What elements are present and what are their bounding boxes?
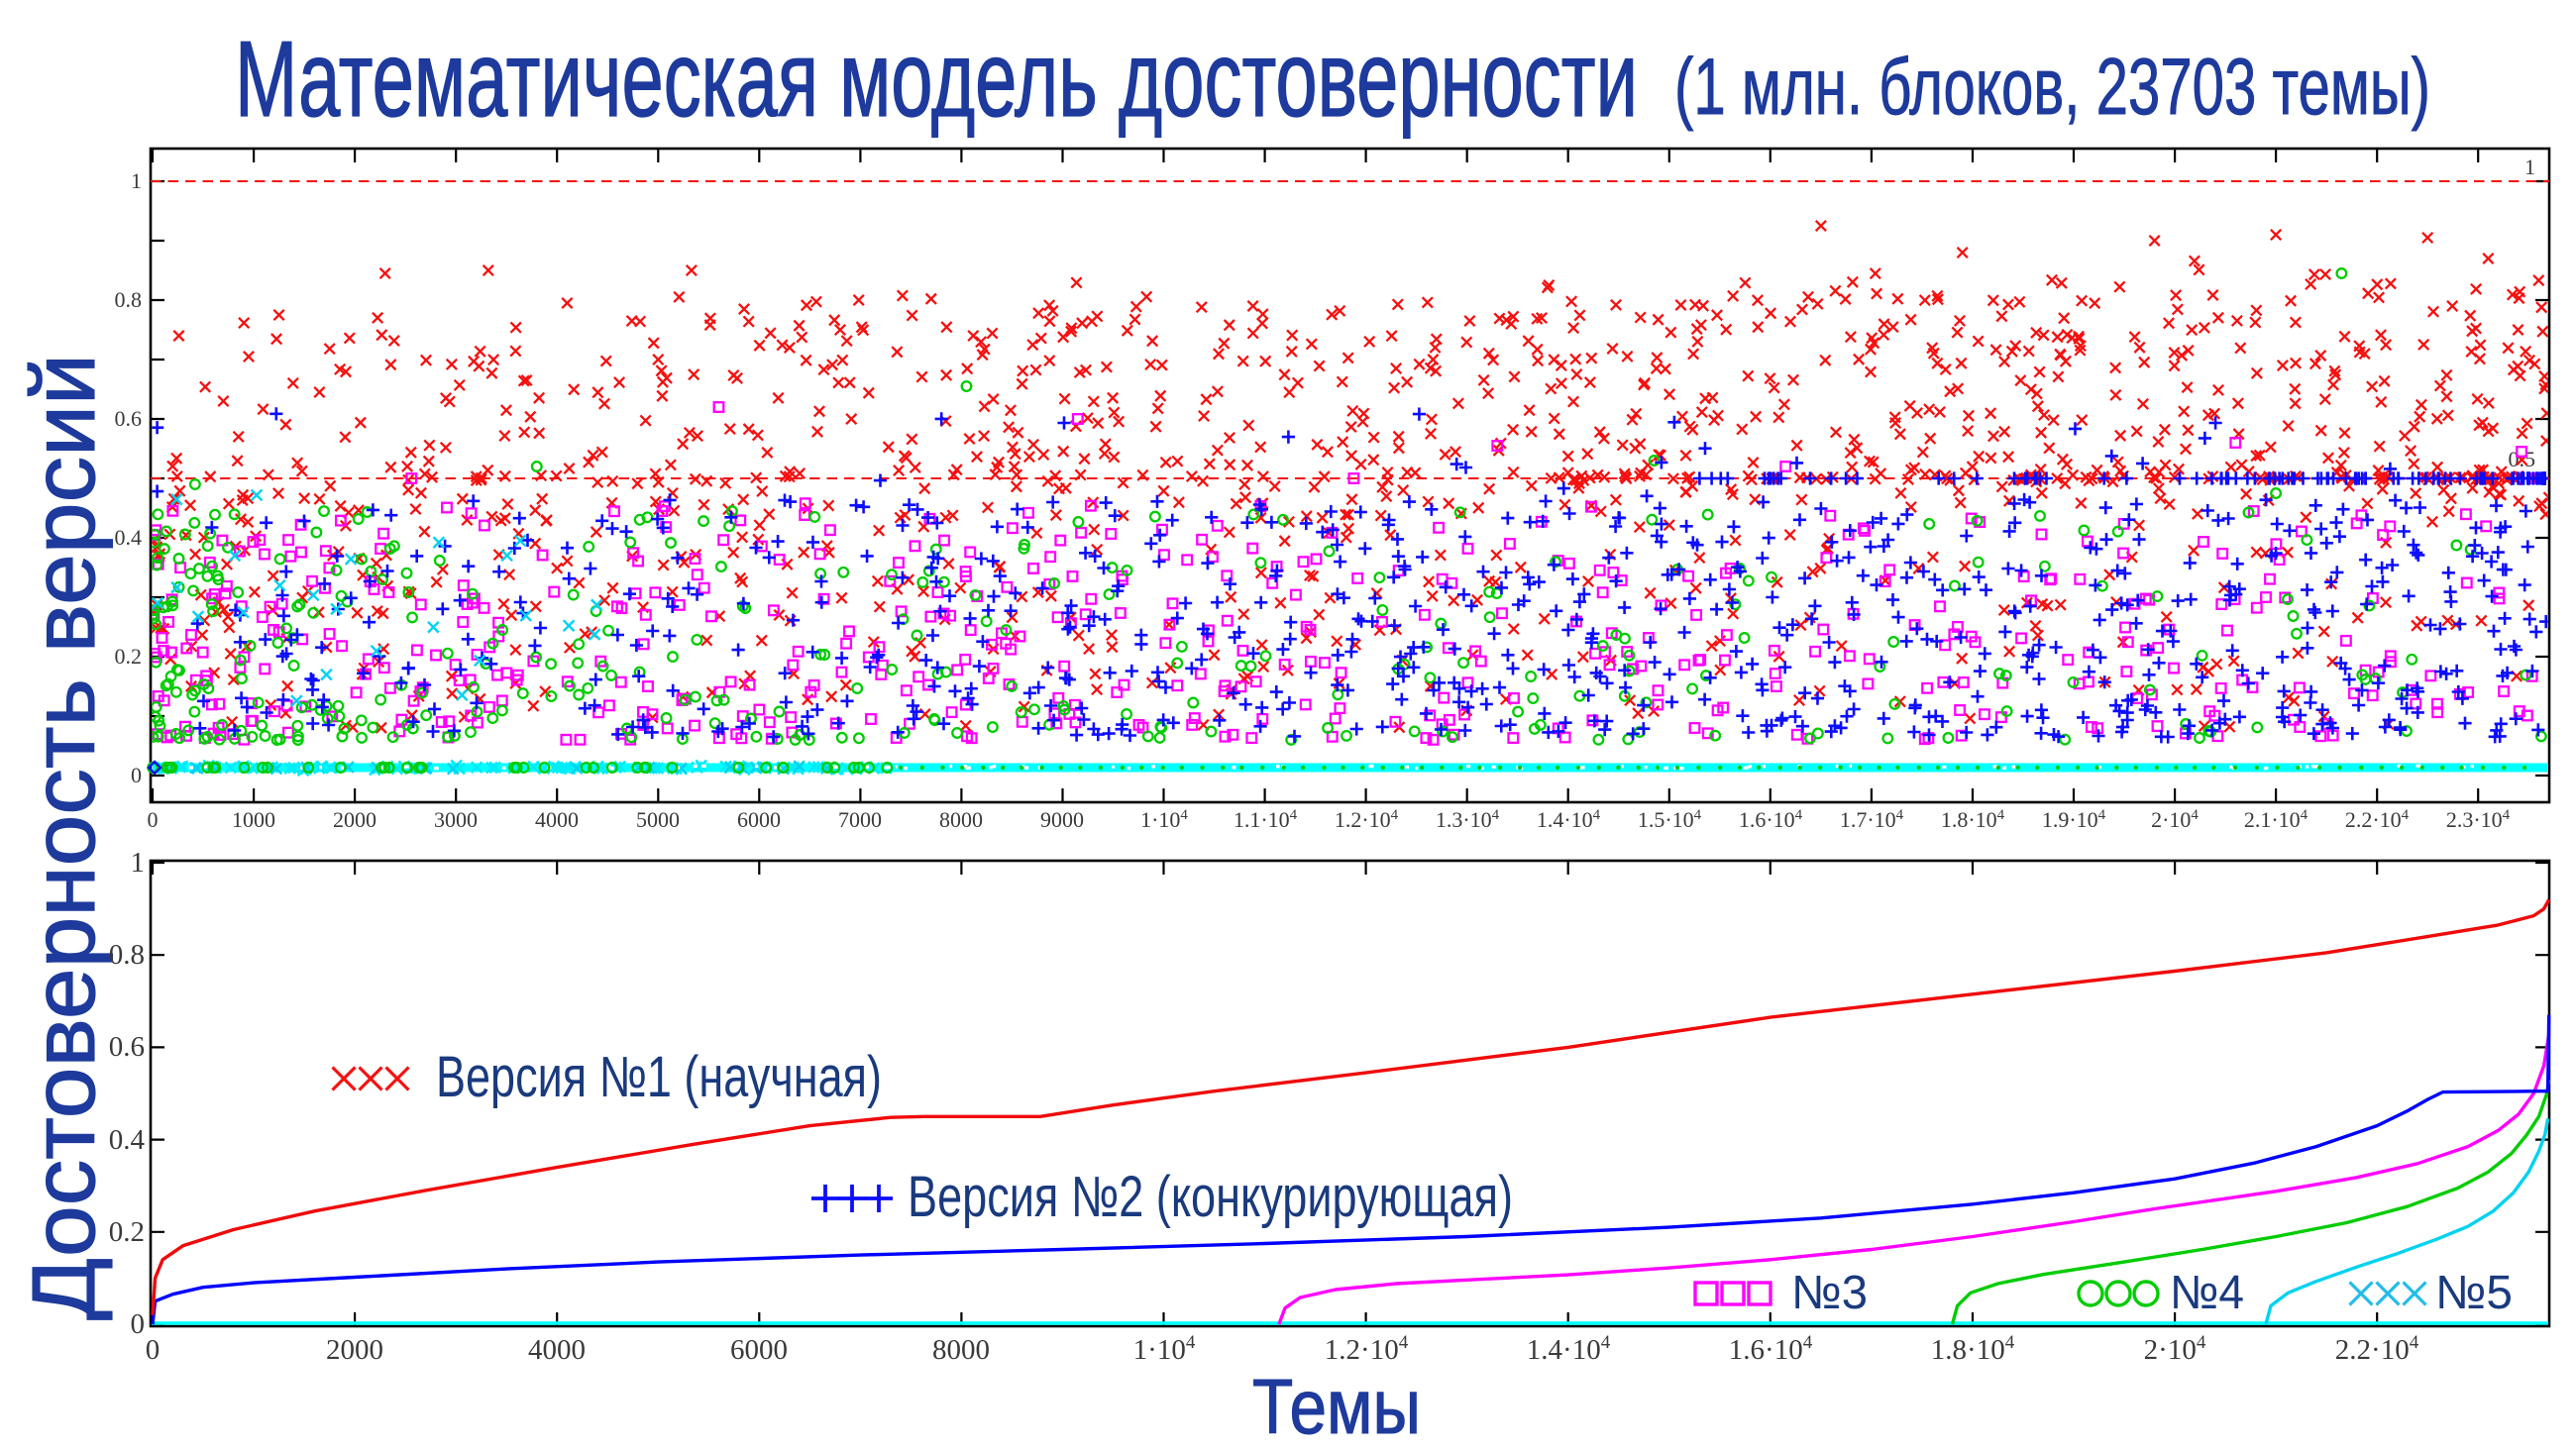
- svg-text:(1 млн. блоков, 23703 темы): (1 млн. блоков, 23703 темы): [1674, 43, 2430, 132]
- svg-text:№3: №3: [1791, 1267, 1868, 1319]
- svg-text:1.9·104: 1.9·104: [2042, 807, 2106, 832]
- svg-text:2.2·104: 2.2·104: [2335, 1332, 2419, 1366]
- svg-text:2.1·104: 2.1·104: [2244, 807, 2308, 832]
- svg-text:2.3·104: 2.3·104: [2446, 807, 2511, 832]
- svg-text:1.2·104: 1.2·104: [1335, 807, 1399, 832]
- svg-text:0: 0: [148, 807, 159, 832]
- svg-text:1.1·104: 1.1·104: [1234, 807, 1298, 832]
- svg-text:1.6·104: 1.6·104: [1739, 807, 1803, 832]
- svg-text:0.4: 0.4: [109, 1124, 146, 1156]
- svg-text:1.6·104: 1.6·104: [1729, 1332, 1813, 1366]
- svg-text:1.4·104: 1.4·104: [1537, 807, 1601, 832]
- svg-text:0.8: 0.8: [115, 287, 143, 312]
- svg-text:0.6: 0.6: [115, 406, 143, 431]
- svg-text:1: 1: [131, 847, 146, 879]
- svg-text:4000: 4000: [528, 1334, 586, 1366]
- svg-text:1.2·104: 1.2·104: [1325, 1332, 1409, 1366]
- svg-text:1: 1: [131, 168, 142, 193]
- svg-text:Темы: Темы: [1252, 1363, 1421, 1450]
- svg-text:0.2: 0.2: [109, 1216, 145, 1248]
- svg-text:9000: 9000: [1040, 807, 1084, 832]
- svg-text:2·104: 2·104: [2151, 807, 2199, 832]
- svg-text:2000: 2000: [333, 807, 376, 832]
- svg-text:7000: 7000: [838, 807, 882, 832]
- svg-text:№4: №4: [2170, 1267, 2244, 1319]
- svg-text:1·104: 1·104: [1140, 807, 1188, 832]
- svg-text:№5: №5: [2435, 1267, 2513, 1319]
- svg-text:1.7·104: 1.7·104: [1840, 807, 1904, 832]
- svg-text:Версия №1 (научная): Версия №1 (научная): [436, 1045, 882, 1109]
- svg-text:2000: 2000: [326, 1334, 383, 1366]
- svg-text:1.4·104: 1.4·104: [1527, 1332, 1611, 1366]
- svg-text:Математическая модель достовер: Математическая модель достоверности: [235, 19, 1638, 140]
- svg-text:Версия №2 (конкурирующая): Версия №2 (конкурирующая): [908, 1165, 1513, 1229]
- svg-text:Достоверность версий: Достоверность версий: [15, 354, 114, 1320]
- svg-text:6000: 6000: [737, 807, 781, 832]
- svg-text:0: 0: [146, 1334, 161, 1366]
- svg-text:1.8·104: 1.8·104: [1931, 1332, 2015, 1366]
- svg-text:1.8·104: 1.8·104: [1941, 807, 2005, 832]
- svg-text:0.4: 0.4: [115, 525, 143, 550]
- svg-text:6000: 6000: [730, 1334, 788, 1366]
- svg-text:2.2·104: 2.2·104: [2345, 807, 2410, 832]
- svg-text:0: 0: [131, 763, 142, 787]
- svg-text:8000: 8000: [939, 807, 983, 832]
- svg-text:5000: 5000: [636, 807, 680, 832]
- svg-text:0.8: 0.8: [109, 939, 145, 971]
- svg-text:1000: 1000: [232, 807, 275, 832]
- svg-text:3000: 3000: [434, 807, 478, 832]
- svg-text:1.5·104: 1.5·104: [1638, 807, 1702, 832]
- svg-text:2·104: 2·104: [2144, 1332, 2206, 1366]
- svg-text:0.6: 0.6: [109, 1031, 145, 1063]
- svg-text:0: 0: [131, 1308, 146, 1340]
- svg-text:1·104: 1·104: [1133, 1332, 1196, 1366]
- svg-text:1: 1: [2524, 155, 2535, 179]
- svg-text:8000: 8000: [932, 1334, 990, 1366]
- svg-text:0.2: 0.2: [115, 644, 143, 669]
- svg-text:4000: 4000: [535, 807, 579, 832]
- svg-text:1.3·104: 1.3·104: [1436, 807, 1500, 832]
